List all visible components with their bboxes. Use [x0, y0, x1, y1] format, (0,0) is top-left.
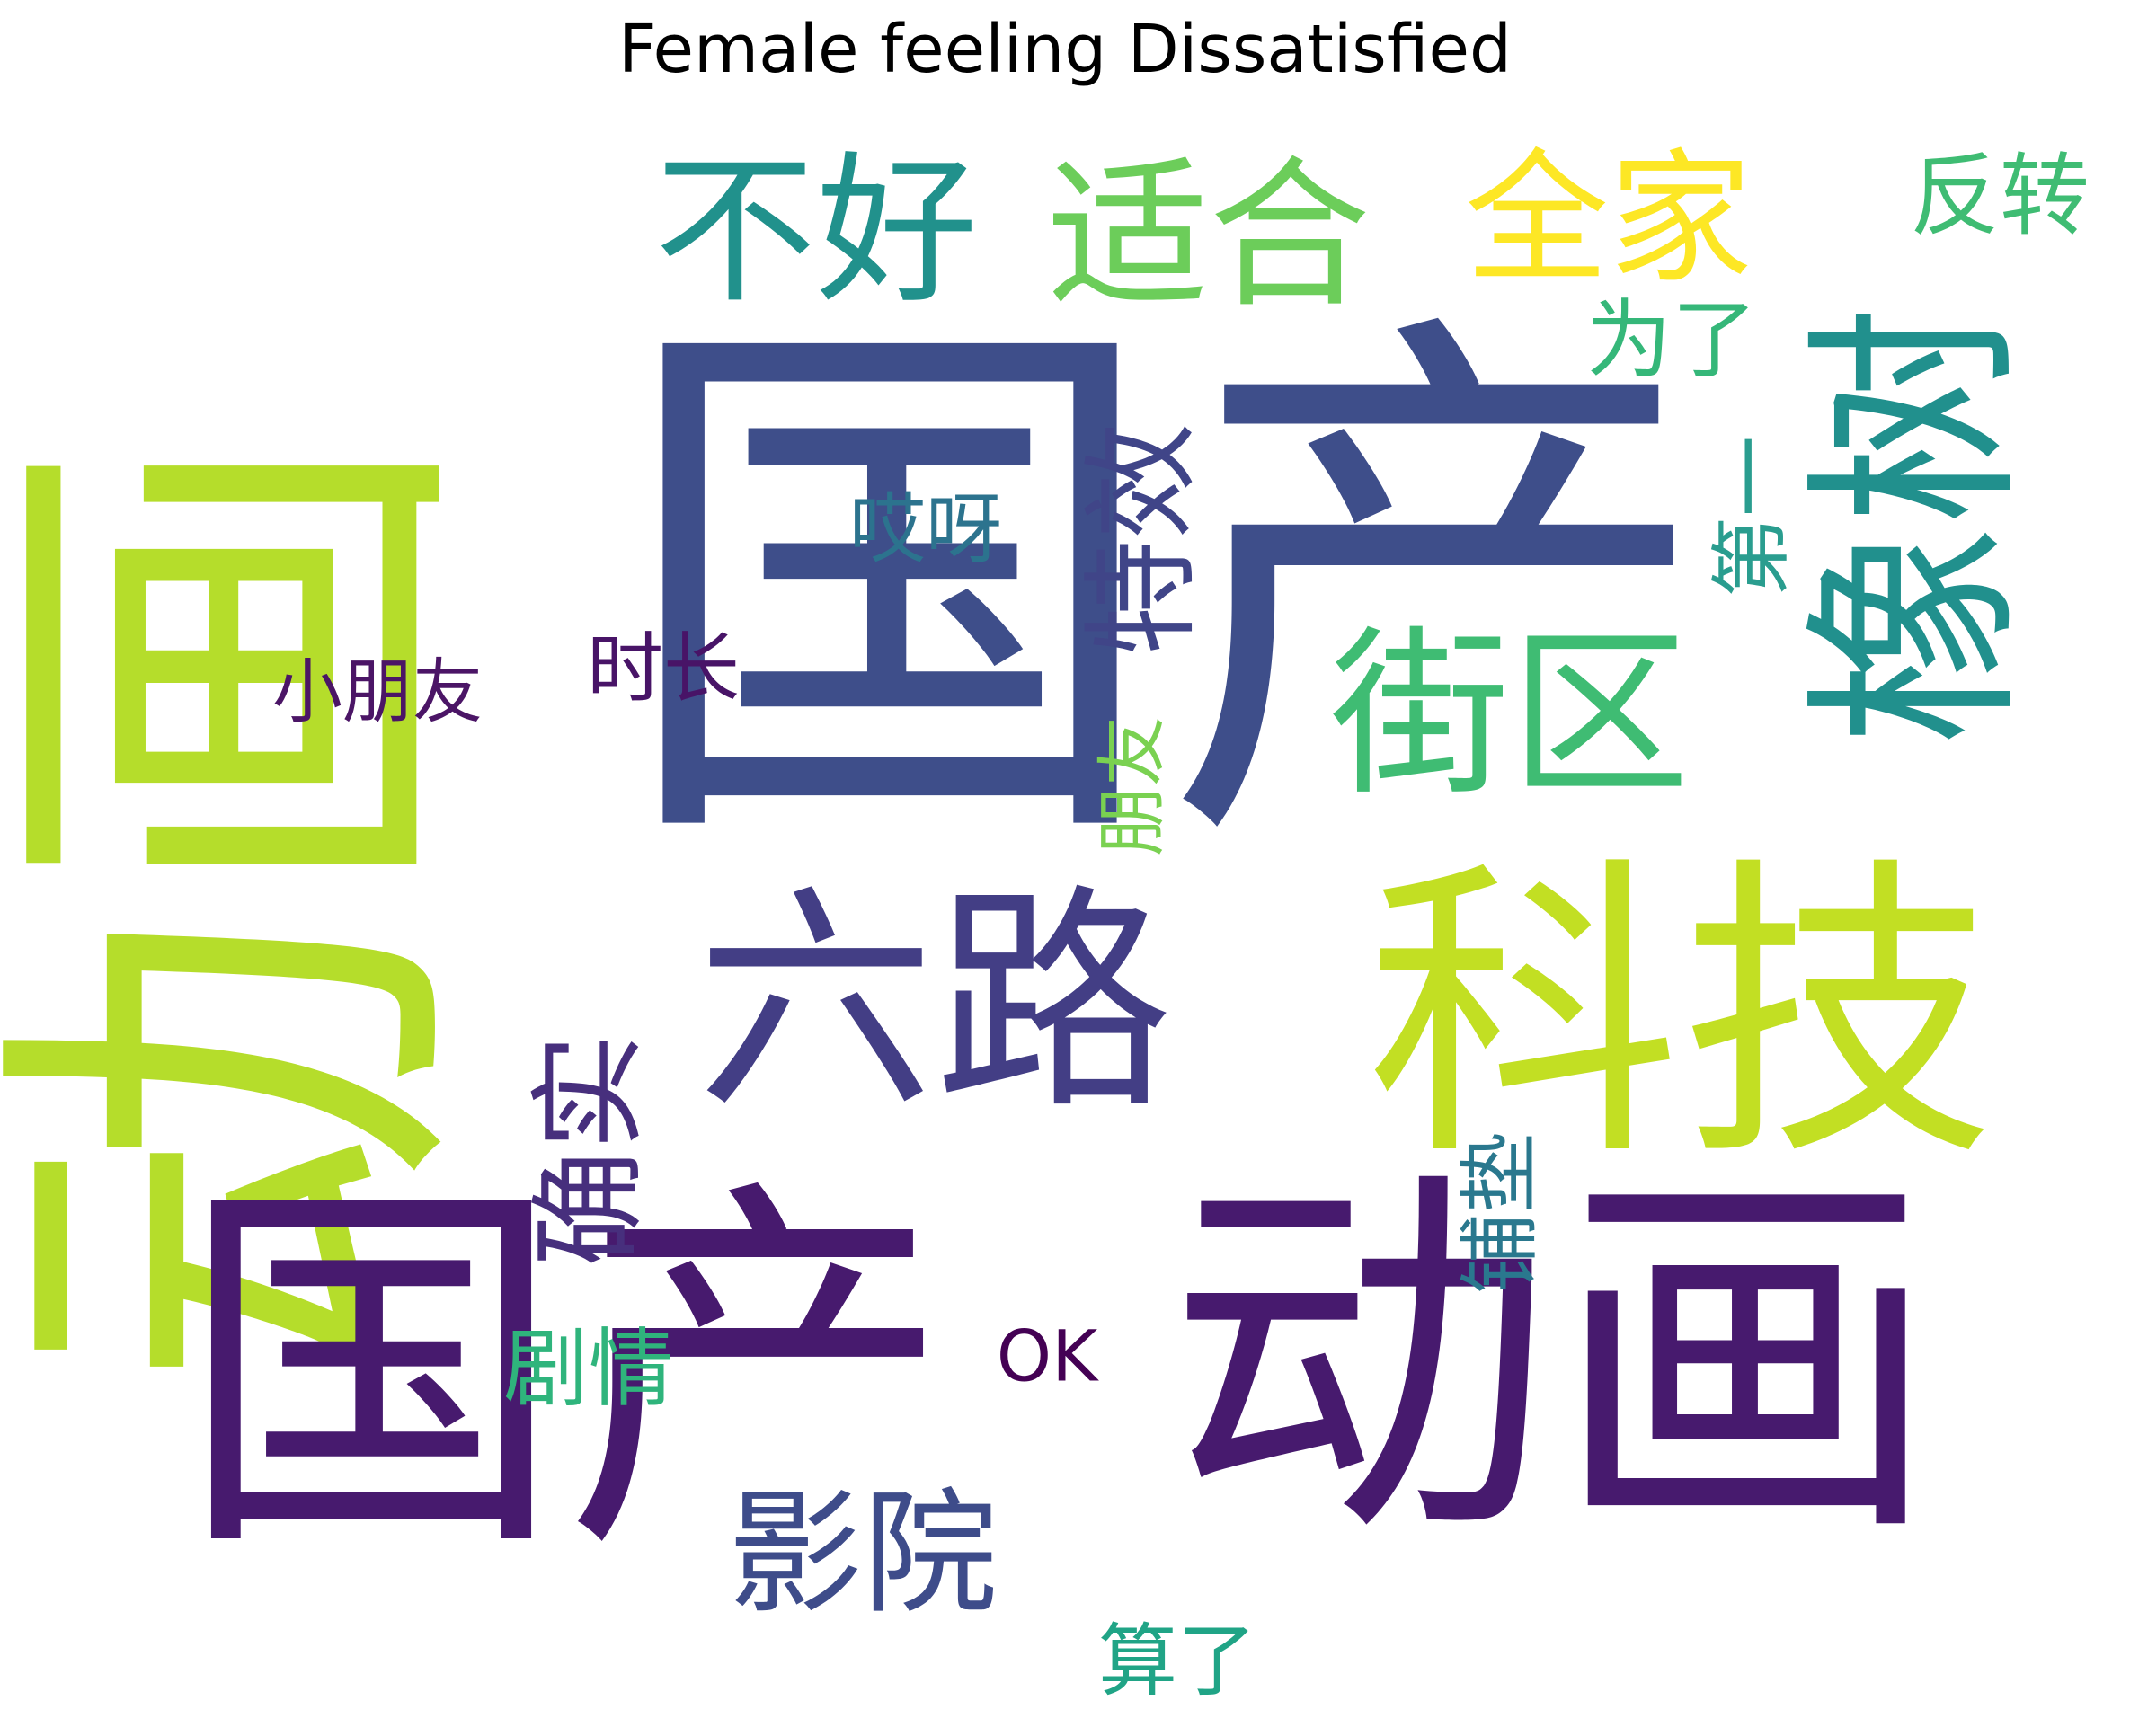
- word-10: 全家: [1465, 135, 1753, 303]
- word-11: 影院: [728, 1476, 998, 1633]
- chart-title: Female feeling Dissatisfied: [618, 11, 1512, 88]
- word-21: 铺垫: [1453, 1132, 1548, 1294]
- word-16: 第一: [1705, 436, 1799, 598]
- word-23: OK: [997, 1316, 1099, 1397]
- word-3: 动画: [1167, 1137, 1939, 1586]
- word-12: 特效: [1074, 422, 1211, 656]
- word-14: 反转: [1910, 143, 2090, 248]
- word-20: 朋友: [1092, 716, 1173, 856]
- word-13: 确实: [521, 1033, 658, 1267]
- word-22: 剧情: [503, 1320, 674, 1419]
- word-8: 不好: [654, 137, 978, 325]
- word-15: 为了: [1586, 291, 1757, 390]
- word-19: 小朋友: [272, 651, 483, 732]
- word-17: 哎呀: [849, 485, 1002, 574]
- word-24: 算了: [1098, 1615, 1256, 1707]
- word-7: 街区: [1330, 611, 1690, 820]
- word-1: 动画: [0, 422, 518, 1393]
- word-2: 国产: [178, 1150, 951, 1599]
- word-6: 橡树: [1788, 306, 2045, 746]
- word-4: 科技: [1366, 832, 1995, 1199]
- word-18: 时长: [587, 624, 740, 713]
- word-5: 六路: [697, 864, 1173, 1141]
- word-0: 国产: [616, 270, 1712, 908]
- word-9: 适合: [1047, 142, 1371, 330]
